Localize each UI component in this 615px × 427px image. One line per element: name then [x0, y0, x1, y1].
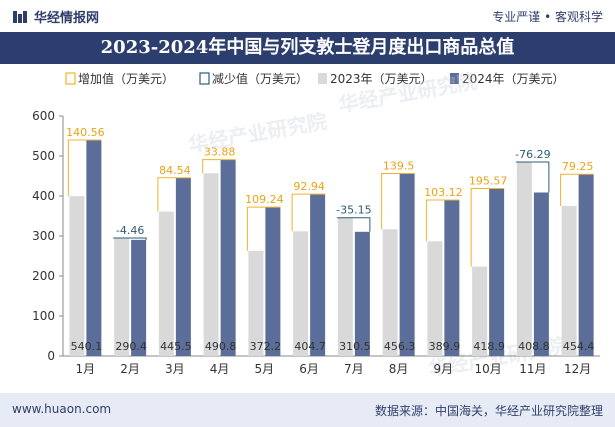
bar-2023 — [516, 161, 532, 356]
bar-2024 — [578, 174, 594, 356]
footer: www.huaon.com 数据来源：中国海关，华经产业研究院整理 — [0, 393, 615, 427]
y-tick-label: 0 — [47, 349, 55, 363]
bar-2023 — [114, 238, 130, 356]
tagline: 专业严谨 • 客观科学 — [492, 10, 603, 24]
bar-2023 — [472, 266, 488, 356]
legend-label-decrease: 减少值（万美元） — [212, 71, 308, 86]
x-tick-label: 7月 — [344, 362, 364, 376]
data-label-2024: 310.5 — [339, 340, 371, 353]
bar-2024 — [444, 200, 460, 356]
brand: 华经情报网 — [12, 7, 99, 26]
legend-label-bar2023: 2023年（万美元） — [330, 72, 433, 86]
x-tick-label: 5月 — [255, 362, 275, 376]
y-tick-label: 400 — [32, 189, 55, 203]
change-bracket — [246, 206, 281, 251]
bar-2023 — [69, 196, 85, 356]
change-label: 92.94 — [293, 180, 325, 193]
footer-website: www.huaon.com — [12, 402, 112, 416]
x-tick-label: 3月 — [165, 362, 185, 376]
change-bracket — [157, 177, 191, 212]
change-label: -76.29 — [515, 148, 550, 161]
bar-2023 — [248, 250, 264, 356]
legend-swatch-increase — [65, 72, 76, 85]
chart: 增加值（万美元） 减少值（万美元） 2023年（万美元） 2024年（万美元） 华经产… — [32, 69, 600, 381]
brand-name: 华经情报网 — [34, 11, 100, 26]
x-tick-label: 8月 — [389, 362, 409, 376]
change-label: 33.88 — [204, 146, 236, 159]
y-tick-label: 100 — [32, 309, 55, 323]
data-label-2024: 408.8 — [518, 340, 550, 353]
bar-2023 — [337, 217, 353, 356]
change-bracket — [381, 172, 415, 230]
change-bracket — [67, 139, 102, 197]
change-label: -4.46 — [116, 224, 144, 237]
change-bracket — [113, 237, 147, 240]
change-bracket — [515, 161, 550, 193]
legend-swatch-bar2023 — [318, 73, 327, 84]
x-tick-label: 12月 — [564, 362, 591, 376]
data-label-2024: 454.4 — [563, 340, 595, 353]
data-label-2024: 445.5 — [160, 340, 192, 353]
footer-source: 数据来源：中国海关，华经产业研究院整理 — [374, 404, 603, 418]
bar-2024 — [399, 173, 415, 356]
change-bracket — [291, 193, 326, 232]
bar-2023 — [293, 231, 309, 356]
legend-label-bar2024: 2024年（万美元） — [462, 72, 565, 86]
change-label: 84.54 — [159, 164, 191, 177]
data-label-2024: 540.1 — [71, 340, 103, 353]
y-tick-label: 300 — [32, 229, 55, 243]
change-bracket — [336, 217, 371, 232]
x-tick-label: 2月 — [120, 362, 140, 376]
bar-2024 — [533, 192, 549, 356]
x-tick-label: 11月 — [519, 362, 546, 376]
y-tick-label: 200 — [32, 269, 55, 283]
change-bracket — [425, 199, 460, 242]
change-label: 103.12 — [424, 186, 463, 199]
bar-2024 — [354, 231, 370, 356]
bar-2024 — [220, 159, 236, 356]
bar-2023 — [382, 229, 398, 356]
change-label: 109.24 — [245, 193, 284, 206]
bar-2023 — [203, 173, 219, 356]
bar-2023 — [561, 205, 577, 356]
data-label-2024: 290.4 — [115, 340, 147, 353]
top-bar: 华经情报网 专业严谨 • 客观科学 — [0, 0, 615, 32]
brand-logo-icon — [13, 10, 27, 23]
bar-2024 — [86, 139, 102, 356]
x-tick-label: 10月 — [474, 362, 501, 376]
legend-swatch-decrease — [199, 72, 210, 85]
bar-2024 — [265, 207, 281, 356]
data-label-2024: 418.9 — [473, 340, 505, 353]
change-bracket — [202, 159, 236, 174]
bar-2024 — [489, 188, 505, 356]
x-tick-label: 6月 — [299, 362, 319, 376]
y-tick-label: 600 — [32, 109, 55, 123]
data-label-2024: 490.8 — [205, 340, 237, 353]
bar-2024 — [310, 194, 326, 356]
change-label: 139.5 — [383, 159, 415, 172]
change-bracket — [560, 173, 594, 206]
x-tick-label: 4月 — [210, 362, 230, 376]
chart-title: 2023-2024年中国与列支敦士登月度出口商品总值 — [0, 32, 615, 64]
bar-2024 — [175, 177, 191, 356]
bar-2023 — [158, 211, 174, 356]
change-label: -35.15 — [336, 204, 371, 217]
change-bracket — [470, 187, 505, 267]
legend-swatch-bar2024 — [450, 73, 459, 84]
data-label-2024: 372.2 — [250, 340, 282, 353]
x-tick-label: 1月 — [76, 362, 96, 376]
legend-label-increase: 增加值（万美元） — [78, 71, 174, 86]
y-tick-label: 500 — [32, 149, 55, 163]
x-tick-label: 9月 — [434, 362, 454, 376]
change-label: 79.25 — [562, 160, 594, 173]
change-label: 195.57 — [469, 174, 508, 187]
data-label-2024: 389.9 — [429, 340, 461, 353]
bar-2023 — [427, 241, 443, 356]
bar-2024 — [131, 239, 147, 356]
data-label-2024: 456.3 — [384, 340, 416, 353]
data-label-2024: 404.7 — [294, 340, 326, 353]
change-label: 140.56 — [66, 126, 105, 139]
